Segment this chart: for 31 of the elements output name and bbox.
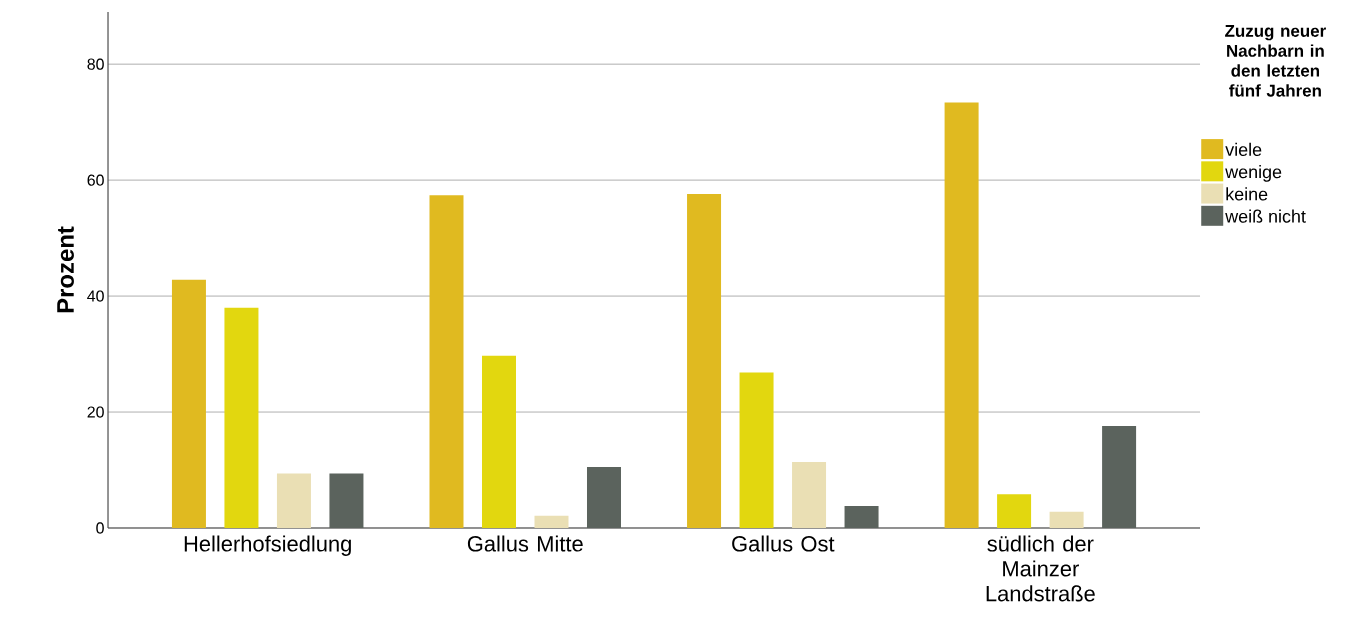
bar xyxy=(944,102,979,528)
bar xyxy=(482,355,516,528)
bar xyxy=(792,461,827,528)
y-axis-title: Prozent xyxy=(57,226,74,313)
y-tick-label: 0 xyxy=(96,522,104,534)
bar xyxy=(687,194,722,528)
legend-title: Zuzug neuer Nachbarn in den letzten fünf Jahren xyxy=(1225,25,1326,97)
bar xyxy=(534,515,569,528)
bar xyxy=(1102,425,1137,528)
legend-label: wenige xyxy=(1225,165,1282,182)
legend-label: viele xyxy=(1225,142,1262,157)
y-tick-label: 40 xyxy=(87,290,104,302)
bar xyxy=(224,307,259,528)
y-tick-label: 20 xyxy=(87,406,104,418)
bar xyxy=(429,195,464,528)
y-tick-label: 80 xyxy=(87,58,104,70)
legend-label: keine xyxy=(1226,187,1268,201)
bar xyxy=(587,467,621,528)
x-tick-label: südlich der Mainzer Landstraße xyxy=(986,535,1095,602)
bar xyxy=(171,279,206,528)
legend-label: weiß nicht xyxy=(1225,209,1306,223)
bar xyxy=(844,505,879,528)
bar xyxy=(1049,511,1084,528)
bar xyxy=(739,372,774,528)
x-tick-label: Hellerhofsiedlung xyxy=(184,535,351,556)
bar xyxy=(997,494,1032,528)
bar xyxy=(329,473,364,528)
x-tick-label: Gallus Mitte xyxy=(467,535,583,552)
x-tick-label: Gallus Ost xyxy=(732,535,835,552)
bar xyxy=(276,473,311,528)
y-tick-label: 60 xyxy=(87,174,104,186)
